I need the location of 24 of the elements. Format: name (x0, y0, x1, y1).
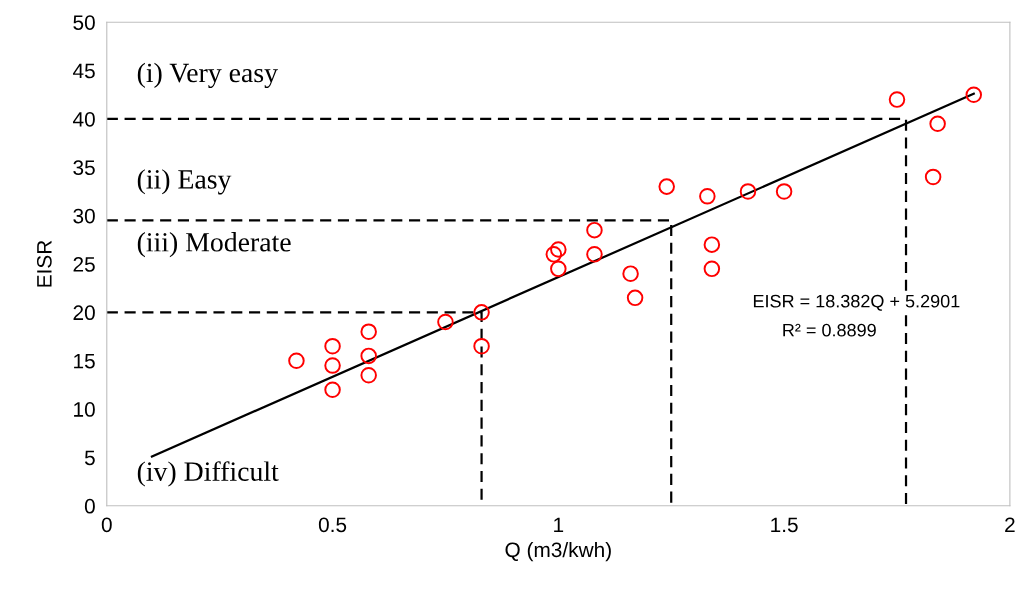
x-axis-title: Q (m3/kwh) (505, 541, 611, 562)
annotation: (i) Very easy (137, 62, 278, 89)
x-tick-label: 0.5 (318, 517, 347, 533)
y-tick-label: 35 (73, 160, 95, 176)
y-tick-label: 50 (73, 15, 95, 30)
y-axis-title: EISR (36, 240, 52, 287)
y-tick-label: 25 (73, 257, 95, 272)
y-tick-label: 15 (74, 353, 95, 369)
annotation: (iv) Difficult (137, 461, 279, 487)
y-tick-label: 0 (84, 498, 95, 514)
y-tick-label: 10 (74, 402, 95, 417)
annotation: (iii) Moderate (137, 232, 291, 258)
x-tick-label: 1.5 (771, 517, 798, 533)
x-tick-label: 0 (101, 517, 112, 533)
annotation: R² = 0.8899 (783, 323, 876, 337)
y-tick-label: 40 (72, 111, 95, 127)
x-tick-label: 1 (554, 517, 564, 533)
y-tick-label: 30 (73, 208, 95, 224)
annotation: EISR = 18.382Q + 5.2901 (753, 294, 960, 311)
x-tick-label: 2 (1005, 517, 1015, 533)
y-tick-label: 45 (72, 63, 95, 79)
annotation: (ii) Easy (137, 169, 232, 195)
y-tick-label: 5 (84, 450, 95, 466)
y-tick-label: 20 (73, 305, 95, 321)
